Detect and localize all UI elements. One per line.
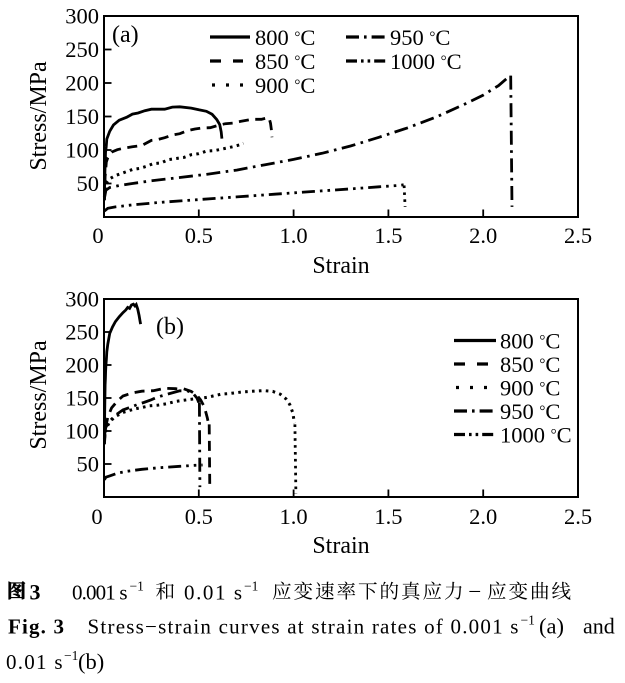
svg-text:50: 50 <box>77 171 100 196</box>
svg-text:(a): (a) <box>539 614 564 639</box>
svg-text:1.0: 1.0 <box>280 504 308 529</box>
svg-text:200: 200 <box>65 71 99 96</box>
svg-text:200: 200 <box>65 353 99 378</box>
svg-text:0: 0 <box>91 504 102 529</box>
svg-text:−1: −1 <box>521 613 535 628</box>
svg-text:0.5: 0.5 <box>185 504 213 529</box>
svg-text:150: 150 <box>65 386 99 411</box>
svg-text:150: 150 <box>65 104 99 129</box>
svg-text:100: 100 <box>65 138 99 163</box>
svg-text:2.0: 2.0 <box>469 223 497 248</box>
svg-text:(b): (b) <box>78 649 104 674</box>
svg-text:2.0: 2.0 <box>469 504 497 529</box>
svg-text:2.5: 2.5 <box>564 504 592 529</box>
svg-text:850 °C: 850 °C <box>255 49 315 74</box>
svg-text:Fig. 3: Fig. 3 <box>8 615 64 639</box>
svg-text:1.5: 1.5 <box>374 223 402 248</box>
svg-text:0: 0 <box>92 223 103 248</box>
svg-text:(b): (b) <box>156 314 184 340</box>
svg-text:Stress/MPa: Stress/MPa <box>26 61 52 171</box>
svg-text:800 °C: 800 °C <box>500 329 560 354</box>
svg-text:900 °C: 900 °C <box>500 376 560 401</box>
svg-text:50: 50 <box>77 452 100 477</box>
svg-text:0.01 s: 0.01 s <box>184 581 242 605</box>
svg-text:0.5: 0.5 <box>185 223 213 248</box>
svg-text:Stress−strain curves at strain: Stress−strain curves at strain rates of … <box>88 615 519 639</box>
svg-text:850 °C: 850 °C <box>500 352 560 377</box>
svg-text:3: 3 <box>30 580 41 605</box>
svg-text:–: – <box>469 578 481 602</box>
svg-text:−1: −1 <box>130 579 144 594</box>
svg-text:2.5: 2.5 <box>564 223 592 248</box>
svg-text:950 °C: 950 °C <box>390 25 450 50</box>
svg-text:800 °C: 800 °C <box>255 25 315 50</box>
svg-text:1.5: 1.5 <box>374 504 402 529</box>
svg-text:Strain: Strain <box>312 253 369 279</box>
svg-text:−1: −1 <box>64 648 78 663</box>
svg-text:950 °C: 950 °C <box>500 399 560 424</box>
svg-text:300: 300 <box>65 287 99 312</box>
svg-text:Stress/MPa: Stress/MPa <box>26 340 52 450</box>
svg-text:−1: −1 <box>244 579 258 594</box>
svg-text:Strain: Strain <box>312 533 369 559</box>
svg-text:900 °C: 900 °C <box>255 73 315 98</box>
svg-text:and: and <box>583 614 615 639</box>
svg-text:250: 250 <box>65 37 99 62</box>
svg-text:0.001 s: 0.001 s <box>72 581 128 605</box>
svg-text:250: 250 <box>65 320 99 345</box>
svg-text:(a): (a) <box>112 22 139 48</box>
svg-text:0.01 s: 0.01 s <box>6 650 63 674</box>
svg-text:1000 °C: 1000 °C <box>500 423 572 448</box>
svg-text:300: 300 <box>65 4 99 29</box>
svg-text:1000 °C: 1000 °C <box>390 49 462 74</box>
svg-text:100: 100 <box>65 419 99 444</box>
svg-text:1.0: 1.0 <box>280 223 308 248</box>
